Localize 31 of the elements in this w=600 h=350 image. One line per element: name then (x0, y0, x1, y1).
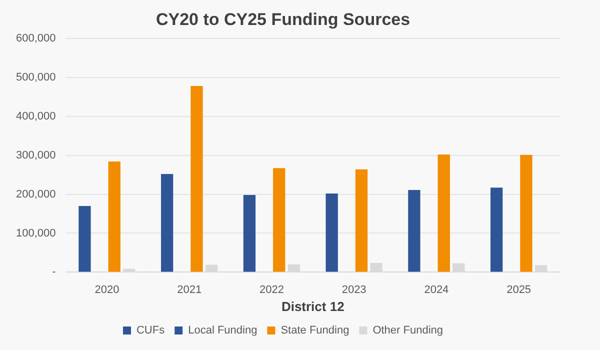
y-tick-label: - (52, 266, 56, 278)
x-tick-label: 2025 (506, 284, 532, 296)
y-tick-label: 400,000 (16, 110, 56, 122)
y-tick-label: 600,000 (16, 32, 56, 44)
x-tick-label: 2022 (259, 284, 284, 296)
x-tick-label: 2021 (177, 284, 202, 296)
bar (243, 195, 256, 272)
bar (438, 154, 450, 272)
bar (490, 188, 503, 272)
legend-label: State Funding (280, 324, 350, 337)
y-tick-label: 200,000 (16, 188, 56, 200)
bar (190, 86, 203, 272)
y-tick-label: 300,000 (16, 149, 56, 162)
bar (78, 206, 91, 272)
y-tick-label: 500,000 (16, 71, 56, 84)
legend-label: Other Funding (372, 324, 444, 337)
bar (520, 154, 532, 272)
bar (408, 190, 420, 272)
legend-label: CUFs (136, 324, 166, 337)
x-tick-label: 2023 (342, 284, 366, 296)
y-tick-label: 100,000 (16, 227, 56, 240)
x-axis-title: District 12 (281, 298, 344, 314)
x-tick-label: 2020 (94, 284, 120, 296)
chart-title: CY20 to CY25 Funding Sources (156, 10, 410, 29)
bar (108, 162, 120, 272)
bar (355, 169, 368, 272)
legend-label: Local Funding (188, 324, 258, 337)
bar (161, 174, 174, 272)
bar (273, 168, 286, 272)
x-tick-label: 2024 (424, 284, 449, 296)
bar (326, 193, 338, 272)
